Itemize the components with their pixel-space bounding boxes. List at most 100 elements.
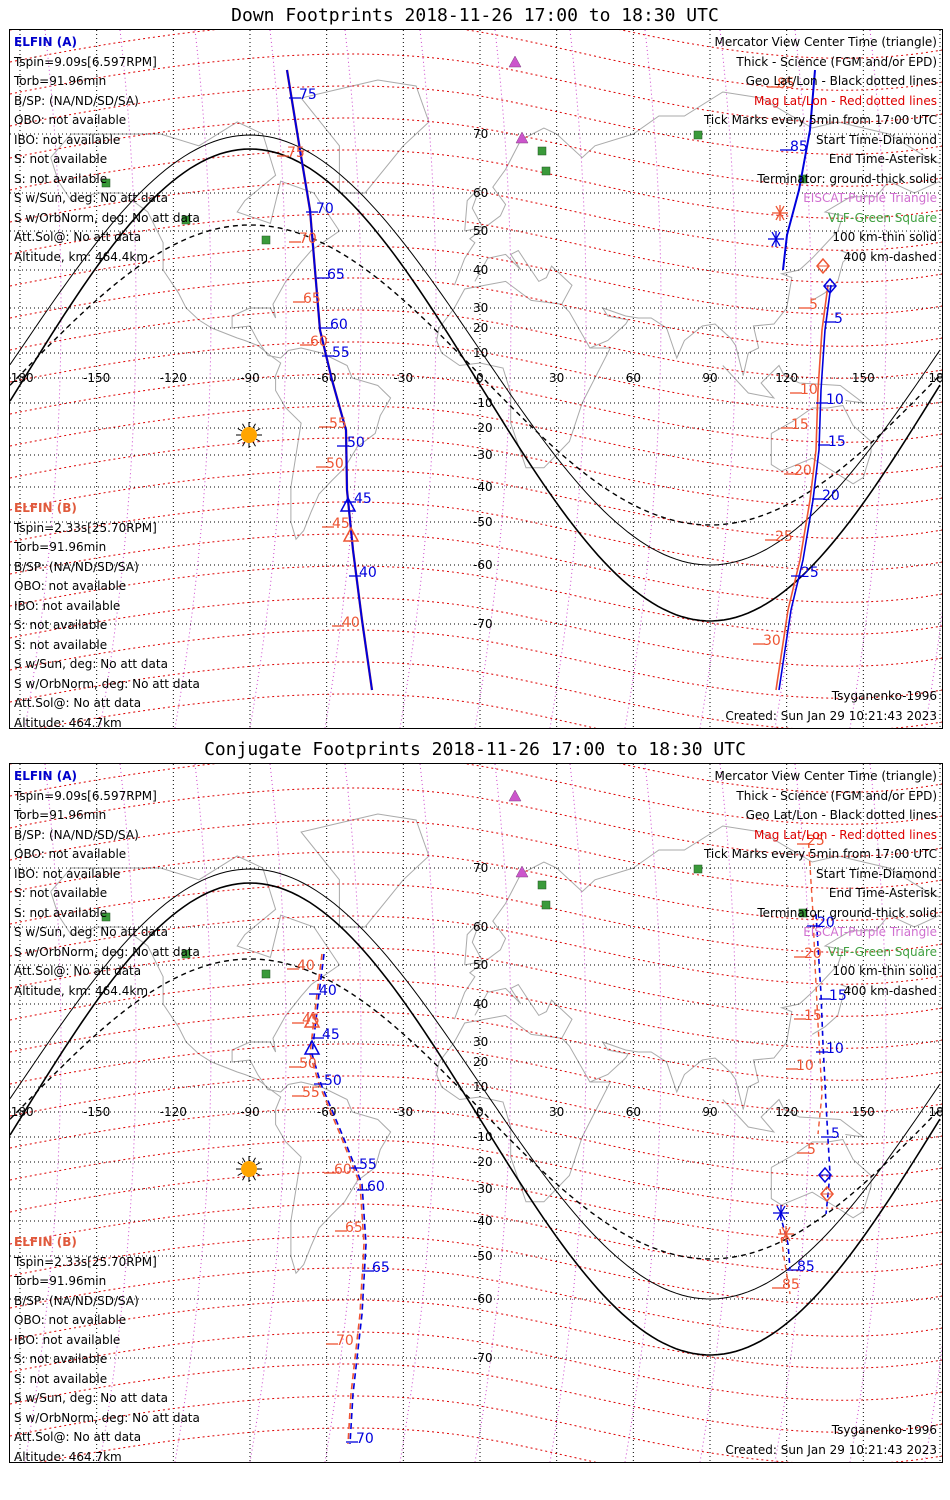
coastline: [474, 983, 573, 1039]
lat-tick-label: 50: [473, 958, 488, 972]
center-triangle-icon: [303, 1039, 321, 1055]
lat-tick-label: 70: [473, 127, 488, 141]
map-legend: Mercator View Center Time (triangle) Thic…: [704, 767, 937, 1001]
mag-longitude-line: [249, 764, 287, 1462]
elfin-a-mag-tick-label: 45: [302, 1012, 320, 1028]
mag-longitude-line: [99, 30, 137, 728]
lon-tick-label: 30: [549, 371, 564, 385]
info-line: IBO: not available: [14, 132, 121, 147]
legend-entry: Mag Lat/Lon - Red dotted lines: [753, 93, 937, 108]
legend-entry: 400 km-dashed: [843, 983, 937, 998]
elfin-a-mag-tick-label: 65: [345, 1220, 363, 1236]
legend-entry: Tick Marks every 5min from 17:00 UTC: [703, 847, 937, 861]
lon-tick-label: 180: [929, 1105, 942, 1119]
info-line: Att.Sol@: No att data: [14, 1430, 142, 1444]
elfin-b-mag-tick-label: 25: [775, 529, 793, 545]
lon-tick-label: -150: [83, 371, 110, 385]
vlf-square-icon: [693, 864, 703, 874]
info-line: Att.Sol@: No att data: [14, 964, 142, 978]
legend-entry: 100 km-thin solid: [832, 964, 937, 978]
lon-tick-label: -120: [160, 371, 187, 385]
elfin-a-tick-label: 60: [330, 317, 348, 333]
lat-tick-label: 60: [473, 186, 488, 200]
elfin-b-mag-tick-label: 5: [807, 1142, 816, 1158]
coastline: [589, 914, 941, 1110]
mag-longitude-line: [474, 764, 512, 1462]
elfin-b-mag-tick-label: 30: [763, 633, 781, 649]
lat-tick-label: -10: [473, 1130, 493, 1144]
info-line: S w/Sun, deg: No att data: [14, 191, 168, 205]
elfin-b-tick-label: 10: [826, 1041, 844, 1057]
mag-longitude-line: [774, 764, 812, 1462]
elfin-a-tick-label: 50: [347, 435, 365, 451]
mag-longitude-line: [474, 30, 512, 728]
elfin-b-mag-tick-label: 15: [804, 1008, 822, 1024]
lon-tick-label: -180: [10, 371, 34, 385]
mag-longitude-line: [699, 30, 737, 728]
map-legend: Mercator View Center Time (triangle) Thic…: [704, 33, 937, 267]
coastline: [722, 1098, 866, 1138]
vlf-square-icon: [181, 949, 191, 959]
elfin-a-tick-label: 45: [322, 1027, 340, 1043]
coastline: [811, 250, 852, 301]
legend-entry: Geo Lat/Lon - Black dotted lines: [745, 74, 937, 88]
sun-ray: [252, 441, 256, 447]
mag-longitude-line: [24, 764, 62, 1462]
info-line: Att.Sol@: No att data: [14, 696, 142, 710]
geo-grid: [10, 764, 942, 1462]
lat-tick-label: -30: [473, 448, 493, 462]
lat-tick-label: 30: [473, 301, 488, 315]
elfin-b-mag-tick-label: 20: [794, 463, 812, 479]
elfin-b-tick-label: 5: [831, 1126, 840, 1142]
lat-tick-label: -60: [473, 558, 493, 572]
info-line: S: not available: [14, 171, 108, 186]
lon-tick-label: 30: [549, 1105, 564, 1119]
mag-longitude-line: [624, 764, 662, 1462]
sun-ray: [242, 441, 246, 447]
elfin-b-mag-track: [775, 284, 829, 691]
sun-ray: [237, 1162, 243, 1166]
elfin-b-mag-tick-label: 15: [791, 417, 809, 433]
coastline: [722, 364, 866, 404]
elfin-b-track: [778, 284, 832, 691]
elfin-a-mag-tick-label: 60: [310, 334, 328, 350]
elfin-a-tick-label: 70: [356, 1431, 374, 1447]
lat-tick-label: -30: [473, 1182, 493, 1196]
vlf-square-icon: [537, 146, 547, 156]
stations: [101, 789, 808, 979]
elfin-a-tick-label: 65: [372, 1260, 390, 1276]
center-triangle-icon: [339, 496, 357, 512]
terminator-line: [10, 134, 941, 566]
info-line: Tspin=2.33s[25.70RPM]: [14, 1254, 157, 1269]
lat-tick-label: -70: [473, 1351, 493, 1365]
elfin-a-track: [311, 953, 367, 1445]
info-line: B/SP: (NA/ND/SD/SA): [14, 559, 139, 574]
elfin-a-mag-tick-label: 40: [342, 615, 360, 631]
coastlines: [50, 79, 941, 541]
elfin-a-tick-label: 40: [359, 565, 377, 581]
legend-entry: Terminator: ground-thick solid: [757, 905, 937, 920]
vlf-square-icon: [693, 130, 703, 140]
info-line: S w/Sun, deg: No att data: [14, 657, 168, 671]
elfin-b-tick-label: 10: [826, 392, 844, 408]
coastline: [453, 825, 941, 1020]
elfin-b-track: [815, 913, 831, 1215]
elfin-b-mag-track: [807, 833, 823, 1135]
mag-longitude-line: [399, 764, 437, 1462]
center-triangle-icon: [303, 1012, 321, 1028]
info-line: Torb=91.96min: [14, 1274, 107, 1288]
coastline: [589, 180, 941, 376]
elfin-a-mag-tick-label: 50: [299, 1056, 317, 1072]
elfin-a-lines: Tspin=9.09s[6.597RPM] Torb=91.96min B/SP: …: [14, 53, 200, 268]
elfin-a-mag-tick-label: 70: [336, 1333, 354, 1349]
elfin-b-mag-tick-label: 85: [782, 1277, 800, 1293]
legend-entry: EISCAT-Purple Triangle: [803, 925, 937, 939]
info-line: S: not available: [14, 886, 108, 900]
lat-tick-label: -40: [473, 1214, 493, 1228]
info-line: Tspin=2.33s[25.70RPM]: [14, 520, 157, 535]
lon-tick-label: 120: [775, 1105, 798, 1119]
lon-tick-label: -90: [240, 371, 260, 385]
elfin-b-tick-label: 85: [790, 139, 808, 155]
mag-longitude-line: [774, 30, 812, 728]
lat-tick-label: -10: [473, 396, 493, 410]
